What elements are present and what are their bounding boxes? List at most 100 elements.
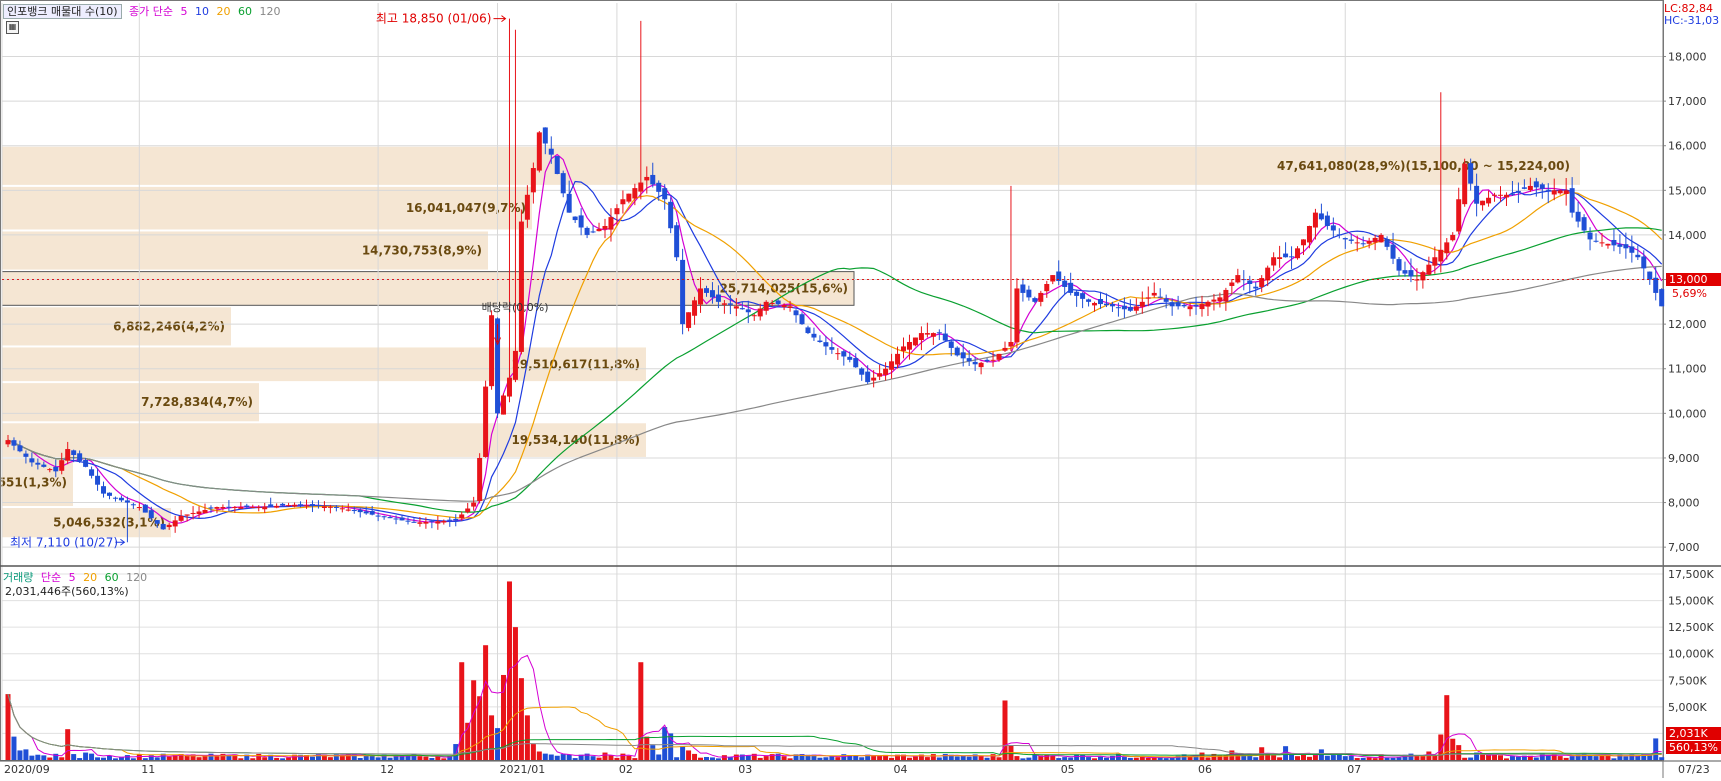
candle-body <box>680 259 686 325</box>
volume-ma-5[interactable]: 5 <box>68 571 76 584</box>
candle-body <box>1348 239 1354 241</box>
candle-body <box>1533 181 1539 188</box>
volume-bar <box>584 753 590 760</box>
volume-bar <box>1086 757 1092 760</box>
candle-body <box>1599 242 1605 244</box>
volume-bar <box>554 755 560 760</box>
volume-bar <box>1390 757 1396 760</box>
volume-bar <box>1623 756 1629 760</box>
volume-bar <box>17 750 23 760</box>
volume-bar <box>560 754 566 760</box>
time-tick-label: 12 <box>380 763 394 776</box>
settings-icon[interactable]: ▦ <box>6 21 19 34</box>
volume-bar <box>1498 755 1503 760</box>
candle-body <box>1151 292 1157 296</box>
candle-body <box>256 507 262 509</box>
ma-period-5[interactable]: 5 <box>180 5 188 18</box>
time-tick-label: 03 <box>738 763 752 776</box>
volume-bar <box>5 694 11 760</box>
ma-period-60[interactable]: 60 <box>238 5 253 18</box>
candle-body <box>59 460 65 471</box>
candle-body <box>1515 190 1521 192</box>
candle-body <box>1647 271 1653 280</box>
candle-body <box>811 333 817 338</box>
volume-tick-label: 7,500K <box>1668 674 1707 687</box>
volume-bar <box>1438 734 1444 760</box>
candle-body <box>489 315 495 387</box>
volume-bar <box>465 722 471 760</box>
volume-title[interactable]: 거래량 <box>3 571 34 584</box>
volume-bar <box>202 755 208 760</box>
volume-ma-20[interactable]: 20 <box>83 571 98 584</box>
volume-bar <box>841 754 847 760</box>
candle-body <box>118 497 124 501</box>
candle-body <box>674 225 680 258</box>
candle-body <box>548 148 554 155</box>
candle-body <box>948 341 954 348</box>
ma-label: 종가 단순 <box>129 5 174 18</box>
volume-bar <box>1300 753 1306 760</box>
candle-body <box>739 308 745 310</box>
candle-body <box>465 508 471 513</box>
candle-body <box>1354 242 1360 244</box>
candle-body <box>966 358 972 362</box>
candle-body <box>130 504 136 506</box>
volume-bar <box>1462 757 1468 760</box>
candle-body <box>596 228 602 232</box>
volume-bar <box>1569 756 1575 760</box>
volume-bar <box>339 754 345 760</box>
volume-bar <box>942 753 948 760</box>
candle-body <box>345 509 351 511</box>
candle-body <box>142 504 148 513</box>
volume-ma-120[interactable]: 120 <box>126 571 148 584</box>
candle-body <box>1014 288 1020 343</box>
volume-bar <box>596 757 602 760</box>
candle-body <box>692 300 698 316</box>
candle-body <box>309 504 315 506</box>
volume-ma-120 <box>7 693 1662 756</box>
candle-body <box>1378 234 1384 243</box>
volume-bar <box>674 757 680 760</box>
candle-body <box>202 509 208 514</box>
candle-body <box>1390 244 1396 259</box>
volume-bar <box>1575 754 1581 760</box>
ma-period-20[interactable]: 20 <box>216 5 231 18</box>
candle-body <box>554 156 560 174</box>
candle-body <box>1617 244 1623 247</box>
volume-bar <box>793 754 799 760</box>
volume-bar <box>11 736 17 760</box>
candle-body <box>351 510 357 512</box>
time-tick-label: 07/23 <box>1678 763 1710 776</box>
volume-profile-label: 25,714,025(15,6%) <box>719 281 848 295</box>
candle-body <box>853 358 859 368</box>
volume-bar <box>1348 755 1354 760</box>
candle-body <box>930 333 936 337</box>
price-tick-label: 12,000 <box>1668 318 1707 331</box>
ma-period-120[interactable]: 120 <box>259 5 281 18</box>
candle-body <box>250 507 256 509</box>
price-title[interactable]: 인포뱅크 매물대 수(10) <box>3 4 122 19</box>
price-pane-header: 인포뱅크 매물대 수(10) 종가 단순 5 10 20 60 120 <box>3 3 285 19</box>
volume-bar <box>1492 754 1498 760</box>
volume-bar <box>309 756 315 760</box>
volume-bar <box>1330 755 1336 760</box>
candle-body <box>1659 289 1665 307</box>
volume-ma-label: 단순 <box>40 571 62 584</box>
candle-body <box>1611 239 1617 246</box>
candle-body <box>339 508 345 510</box>
candle-body <box>1521 187 1527 189</box>
candle-body <box>1629 246 1635 253</box>
volume-bar <box>972 754 978 760</box>
volume-tick-label: 10,000K <box>1668 648 1714 661</box>
candle-body <box>518 221 524 352</box>
candle-body <box>95 475 101 485</box>
candle-body <box>686 312 692 328</box>
candle-body <box>208 507 214 509</box>
candle-body <box>148 510 154 519</box>
volume-ma-60[interactable]: 60 <box>104 571 119 584</box>
volume-current: 2,031,446주(560,13%) <box>5 585 129 598</box>
ma-period-10[interactable]: 10 <box>195 5 210 18</box>
candle-body <box>11 440 17 446</box>
